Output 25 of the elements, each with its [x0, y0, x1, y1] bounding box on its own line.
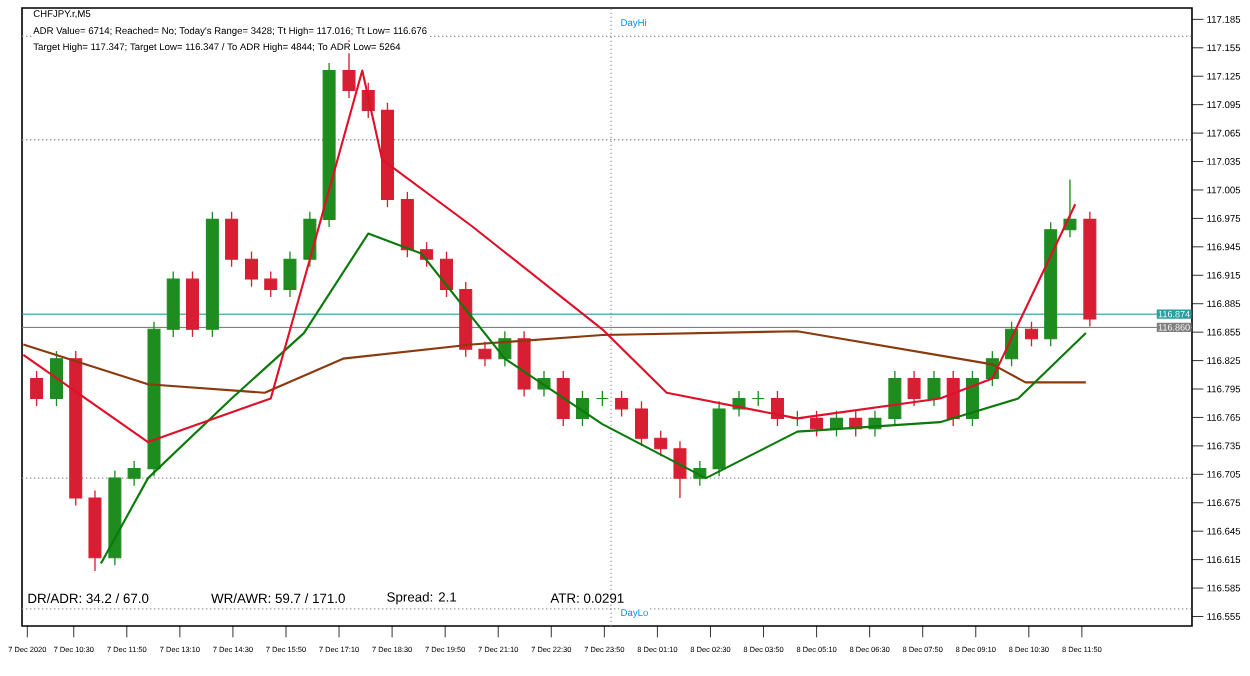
candlestick — [654, 430, 668, 457]
candlestick — [615, 390, 629, 418]
candlestick — [946, 370, 960, 427]
candlestick — [244, 250, 259, 288]
candlestick — [303, 211, 317, 268]
candlestick — [50, 350, 64, 407]
candlestick — [888, 370, 902, 427]
candlestick — [634, 400, 648, 447]
candlestick — [225, 211, 239, 268]
candlestick — [907, 370, 921, 407]
candlestick — [556, 370, 570, 427]
candlestick — [127, 460, 141, 487]
candlestick — [264, 270, 278, 298]
candlestick — [478, 340, 492, 367]
candlestick — [810, 410, 824, 438]
candlestick — [770, 390, 784, 427]
candlestick — [283, 250, 297, 298]
candlestick — [439, 250, 454, 298]
candlestick — [927, 370, 941, 407]
line-series — [99, 232, 1087, 565]
line-series — [22, 69, 1077, 444]
candlestick — [30, 370, 44, 407]
candlestick — [1024, 321, 1038, 348]
candlestick — [673, 440, 687, 499]
line-series — [22, 330, 1087, 394]
